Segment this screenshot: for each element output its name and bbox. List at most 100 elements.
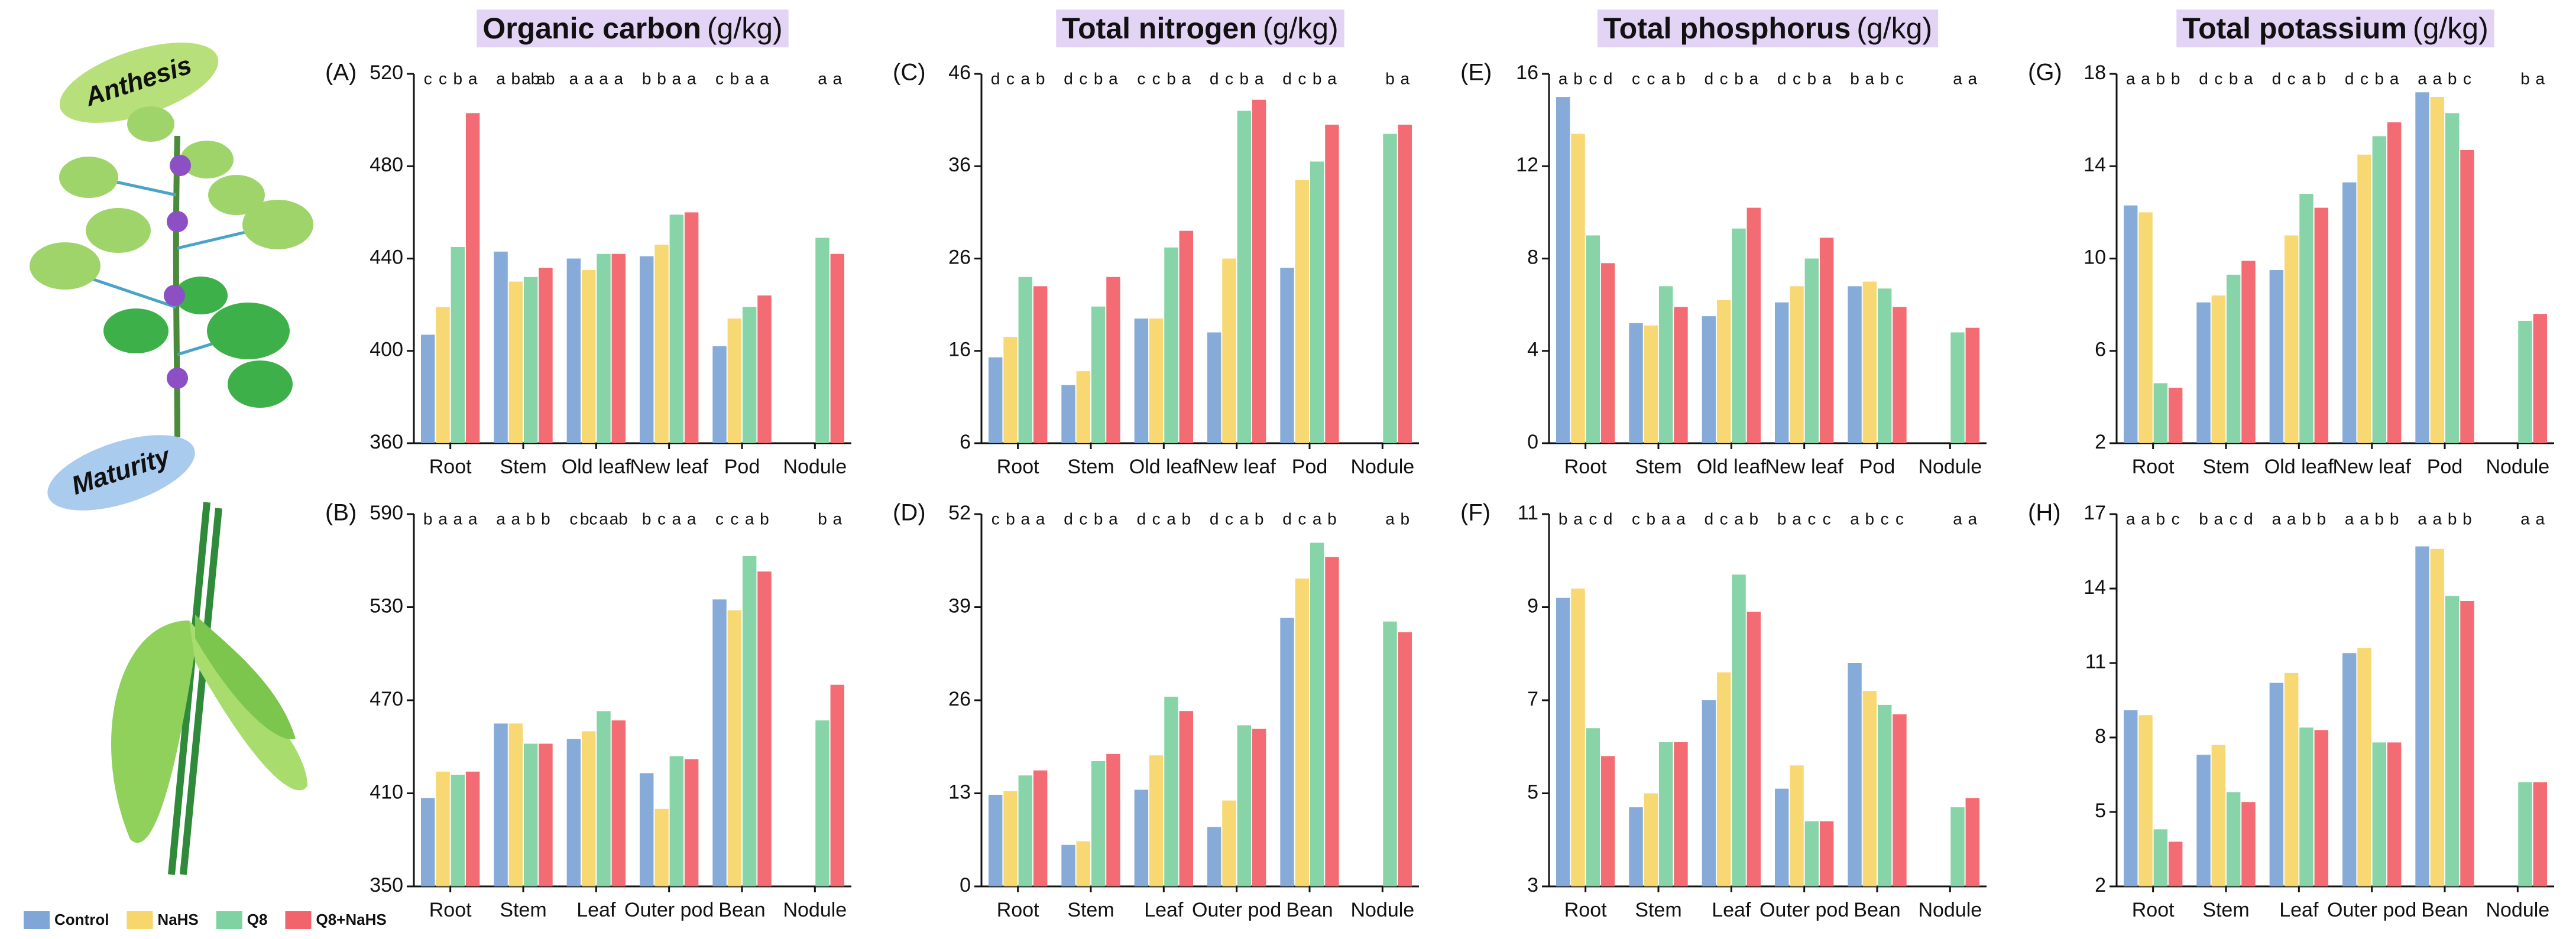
y-tick-label: 0 — [1527, 431, 1538, 453]
significance-letter: a — [687, 509, 696, 528]
bar — [451, 246, 465, 443]
bar — [1702, 700, 1716, 886]
bar — [2123, 205, 2138, 443]
bar — [2387, 122, 2402, 443]
stage-badge — [47, 435, 195, 511]
bar — [611, 720, 626, 886]
significance-letter: b — [642, 69, 652, 87]
bar — [2430, 97, 2445, 443]
y-tick-label: 470 — [370, 688, 403, 710]
x-tick-label: Pod — [1292, 456, 1328, 478]
x-tick-label: Stem — [1635, 899, 1681, 921]
significance-letter: c — [439, 69, 447, 87]
significance-letter: bc — [580, 509, 598, 528]
bar — [2196, 755, 2211, 886]
bar — [1222, 800, 1236, 886]
maturity-illustration: Maturity — [47, 435, 307, 875]
significance-letter: b — [2448, 69, 2457, 87]
bar — [1106, 277, 1120, 443]
significance-letter: a — [2360, 509, 2369, 528]
significance-letter: b — [1880, 69, 1890, 87]
significance-letter: a — [1661, 509, 1671, 528]
bar — [451, 775, 465, 886]
significance-letter: c — [2360, 69, 2368, 87]
bar — [1179, 230, 1194, 443]
bar — [1237, 111, 1252, 443]
x-tick-label: Nodule — [783, 456, 847, 478]
bar — [988, 794, 1003, 886]
x-tick-label: Root — [997, 456, 1039, 478]
significance-letter: b — [2156, 69, 2166, 87]
x-tick-label: Old leaf — [562, 456, 631, 478]
significance-letter: a — [1255, 69, 1264, 87]
bar — [1149, 755, 1164, 886]
title-main: Total phosphorus — [1603, 12, 1851, 45]
x-tick-label: Pod — [724, 456, 760, 478]
bar — [1164, 247, 1178, 443]
y-tick-label: 2 — [2095, 431, 2106, 453]
y-tick-label: 360 — [370, 431, 403, 453]
y-tick-label: 11 — [1518, 502, 1538, 524]
bar — [684, 212, 699, 443]
significance-letter: a — [1385, 509, 1395, 528]
significance-letter: b — [1734, 69, 1744, 87]
panel-label: (E) — [1460, 60, 1492, 86]
bar — [1629, 323, 1643, 443]
significance-letter: b — [1676, 69, 1686, 87]
x-tick-label: Leaf — [2279, 899, 2319, 921]
significance-letter: c — [657, 509, 666, 528]
bar — [1252, 729, 1266, 886]
bar — [1033, 286, 1048, 443]
significance-letter: c — [1807, 509, 1816, 528]
bar — [420, 334, 435, 443]
bar — [988, 357, 1003, 443]
y-tick-label: 17 — [2084, 502, 2106, 524]
y-tick-label: 0 — [960, 874, 971, 896]
bar — [2123, 710, 2138, 886]
significance-letter: a — [672, 69, 682, 87]
significance-letter: d — [2199, 69, 2208, 87]
significance-letter: a — [1661, 69, 1671, 87]
bar — [1556, 97, 1570, 443]
significance-letter: c — [569, 509, 578, 528]
significance-letter: a — [1327, 69, 1337, 87]
significance-letter: b — [1647, 509, 1656, 528]
bar — [1848, 286, 1862, 443]
bar — [1003, 337, 1018, 443]
bar — [1061, 844, 1075, 886]
significance-letter: d — [2345, 69, 2354, 87]
x-tick-label: Root — [2132, 899, 2175, 921]
significance-letter: b — [2229, 69, 2238, 87]
panel-label: (F) — [1460, 500, 1490, 526]
bar — [597, 254, 611, 443]
significance-letter: a — [672, 509, 682, 528]
significance-letter: a — [1401, 69, 1410, 87]
bar — [757, 295, 772, 443]
significance-letter: a — [453, 509, 463, 528]
bar — [1965, 327, 1980, 443]
bar — [1295, 180, 1310, 443]
x-tick-label: Stem — [500, 899, 546, 921]
significance-letter: c — [1632, 69, 1640, 87]
bar — [1732, 228, 1746, 443]
bar — [2138, 715, 2153, 886]
significance-letter: ab — [521, 69, 540, 87]
significance-letter: a — [760, 69, 769, 87]
significance-letter: a — [687, 69, 696, 87]
x-tick-label: Stem — [2202, 456, 2249, 478]
x-tick-label: New leaf — [1198, 456, 1276, 478]
bar — [2138, 212, 2153, 443]
bar — [581, 731, 596, 886]
bar — [1790, 765, 1804, 886]
y-tick-label: 3 — [1527, 874, 1538, 896]
bar — [1586, 235, 1600, 443]
bar — [1149, 319, 1164, 443]
bar — [2284, 235, 2299, 443]
significance-letter: a — [745, 509, 754, 528]
bar — [1629, 807, 1643, 886]
bar — [494, 251, 508, 443]
significance-letter: d — [1210, 69, 1219, 87]
title-background — [1597, 9, 1939, 48]
bar — [742, 555, 757, 886]
x-tick-label: Root — [429, 456, 472, 478]
